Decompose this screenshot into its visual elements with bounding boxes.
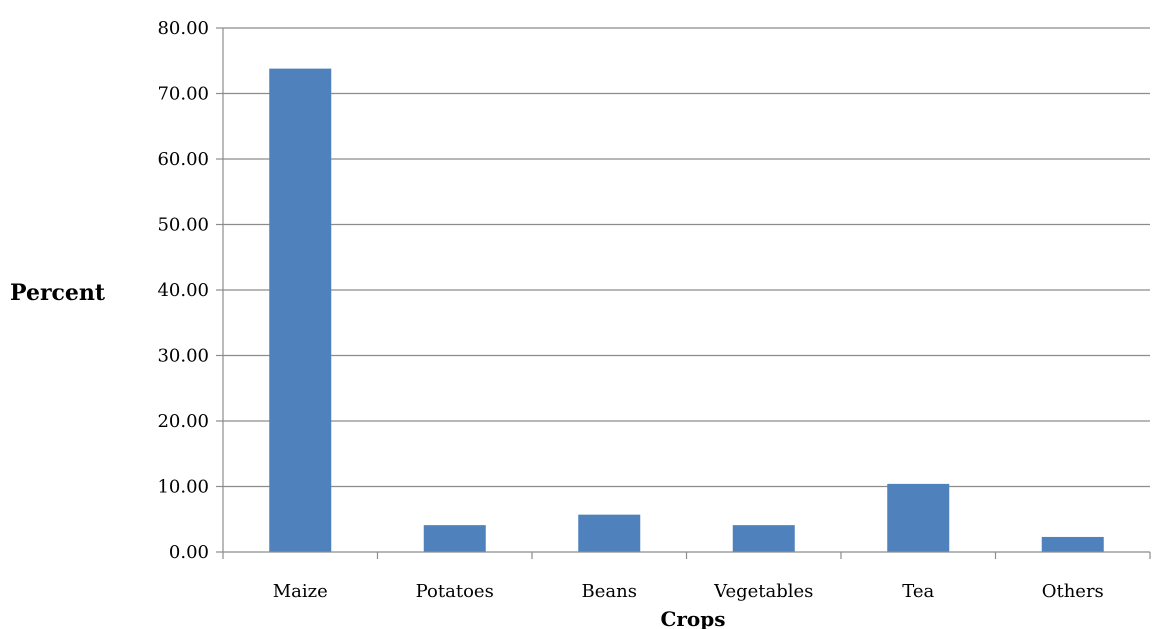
x-tick-label: Vegetables [713,581,813,602]
y-tick-label: 50.00 [157,215,209,236]
y-tick-label: 0.00 [169,542,209,563]
bar-beans [578,514,641,552]
bar-tea [887,483,950,552]
bar-vegetables [732,525,795,552]
y-tick-label: 30.00 [157,346,209,367]
bar-potatoes [423,525,486,552]
x-tick-labels: Maize Potatoes Beans Vegetables Tea Others [273,581,1104,602]
x-axis-title: Crops [660,607,725,629]
y-tick-label: 80.00 [157,18,209,39]
axes [216,27,1151,559]
bar-others [1041,536,1104,552]
bars [269,68,1104,553]
y-tick-label: 10.00 [157,477,209,498]
y-tick-label: 40.00 [157,280,209,301]
x-tick-label: Others [1042,581,1104,602]
gridlines [223,27,1150,488]
y-tick-label: 60.00 [157,149,209,170]
x-tick-label: Tea [902,581,934,602]
y-tick-labels: 0.00 10.00 20.00 30.00 40.00 50.00 60.00 70.00 8… [157,18,209,563]
x-tick-label: Maize [273,581,328,602]
y-tick-label: 70.00 [157,84,209,105]
x-tick-label: Beans [582,581,637,602]
y-axis-title: Percent [10,280,106,306]
y-tick-label: 20.00 [157,411,209,432]
bar-maize [269,68,332,553]
x-tick-label: Potatoes [416,581,494,602]
